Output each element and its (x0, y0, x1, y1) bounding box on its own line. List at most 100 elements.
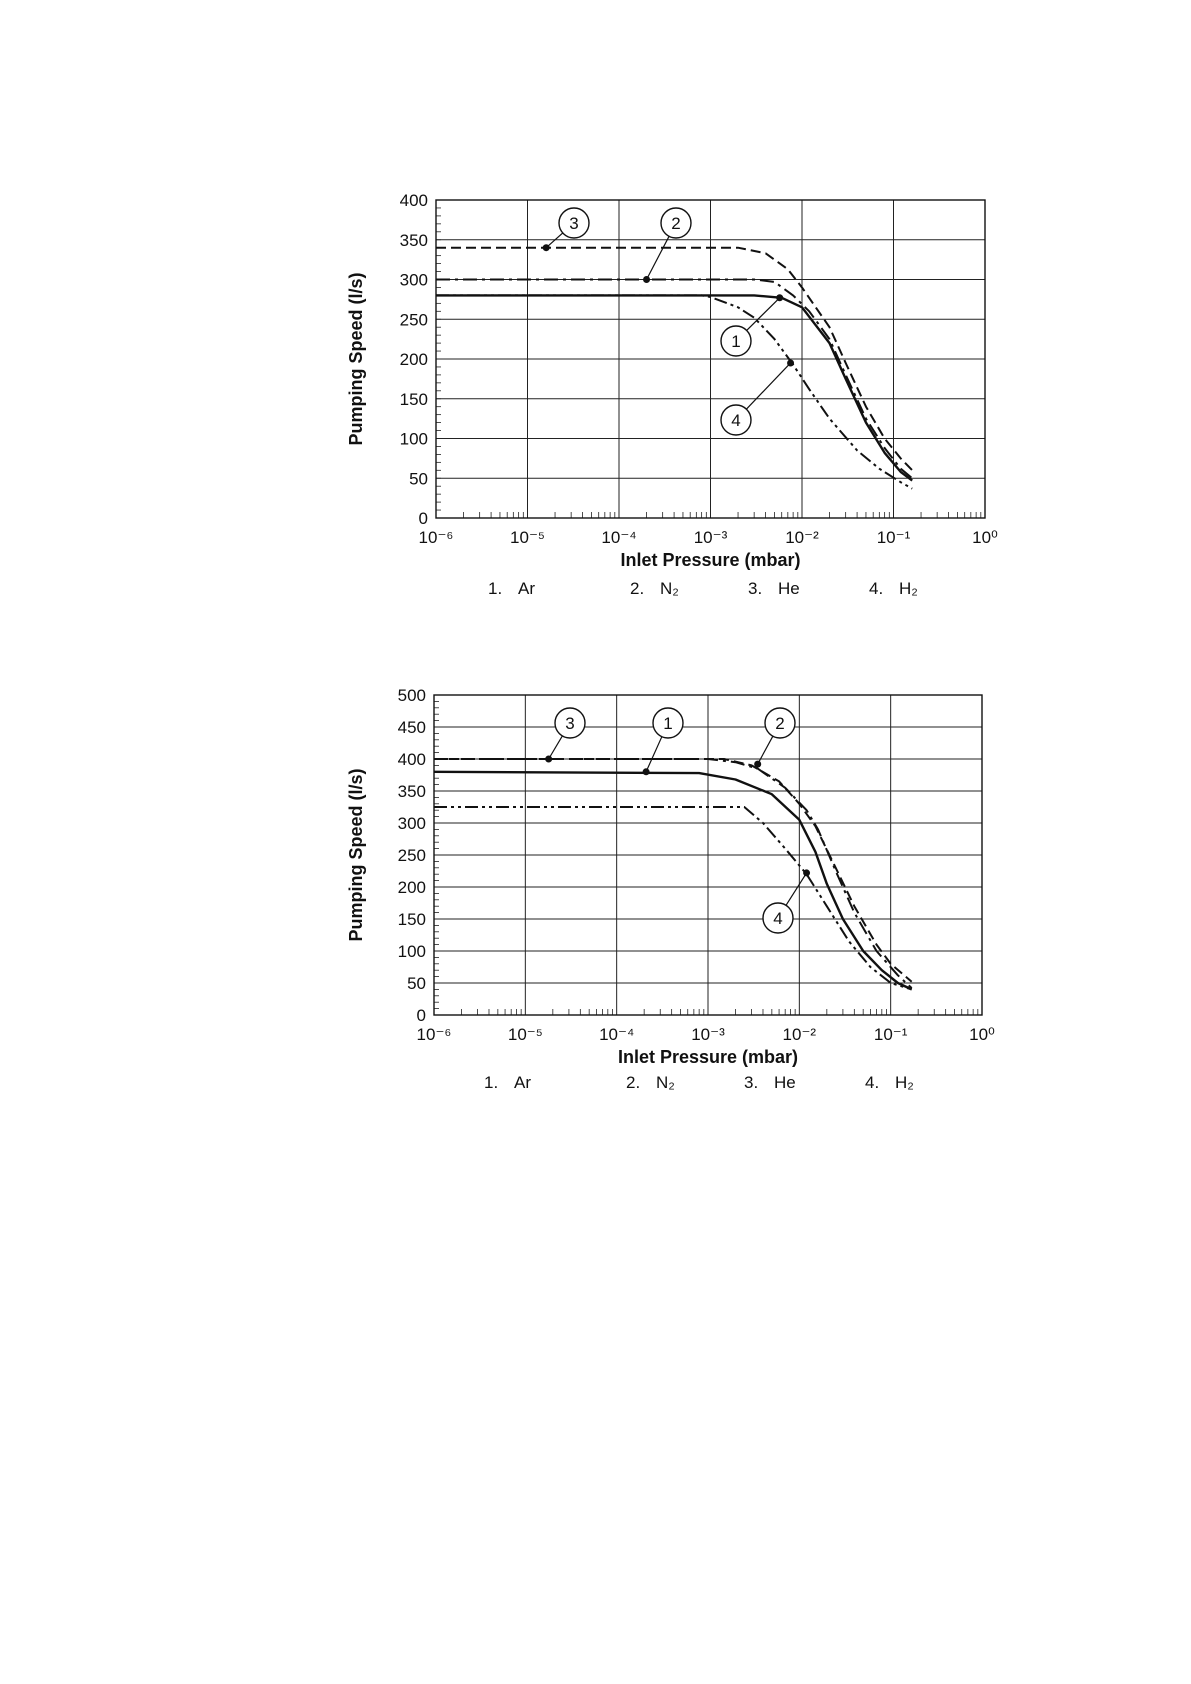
chart-2-x-tick-label: 10⁻⁵ (508, 1025, 543, 1044)
chart-1-series-3-marker (542, 244, 550, 252)
chart-2-y-tick-label: 250 (398, 846, 426, 865)
chart-2-callout-circle-2 (764, 707, 796, 739)
chart-1-callout-circle-4 (720, 404, 752, 436)
chart-2-legend-name: He (774, 1073, 796, 1092)
chart-1-y-tick-label: 50 (409, 469, 428, 488)
chart-1-y-tick-label: 200 (400, 350, 428, 369)
pumping-speed-chart-1: 0 50 100 150 200 250 300 350 400 10⁻⁶ 10⁻⁵ 10⁻⁴ 10⁻³… (0, 180, 1191, 620)
chart-2-x-tick-label: 10⁻⁶ (417, 1025, 452, 1044)
chart-1-y-axis-label: Pumping Speed (l/s) (346, 272, 366, 445)
chart-1-callout-leader-4 (745, 362, 792, 410)
chart-1-legend-name: He (778, 579, 800, 598)
chart-1-callout-label-1: 1 (731, 332, 740, 351)
chart-2-callout-leader-4 (785, 872, 808, 906)
chart-2-plot: 0 50 100 150 200 250 300 350 400 450 500 10⁻⁶ 10⁻⁵ 10… (346, 686, 995, 1092)
chart-2-y-tick-label: 450 (398, 718, 426, 737)
chart-1-y-tick-label: 250 (400, 310, 428, 329)
chart-2-x-axis-label: Inlet Pressure (mbar) (618, 1047, 798, 1067)
chart-2-x-tick-label: 10⁻¹ (874, 1025, 908, 1044)
chart-1-series-4-line (436, 294, 913, 490)
chart-2-y-tick-label: 200 (398, 878, 426, 897)
chart-1-plot-frame (435, 199, 986, 519)
chart-2-series-2-line (434, 758, 913, 989)
chart-1-callout-circle-2 (660, 207, 692, 239)
chart-2-x-tick-label: 10⁻⁴ (599, 1025, 634, 1044)
chart-1-x-tick-label: 10⁻⁵ (510, 528, 545, 547)
chart-1-legend-name: N₂ (660, 579, 679, 598)
chart-2-y-tick-label: 350 (398, 782, 426, 801)
chart-2-series-2-marker (754, 760, 762, 768)
chart-1-series-2-marker (643, 276, 651, 283)
chart-2-callout-leader-3 (548, 735, 563, 760)
chart-2-y-tick-label: 100 (398, 942, 426, 961)
chart-2-callout-leader-2 (757, 735, 774, 765)
chart-2-legend-number: 1. (484, 1073, 498, 1092)
chart-1-x-tick-label: 10⁻² (785, 528, 819, 547)
chart-1-legend-number: 1. (488, 579, 502, 598)
chart-1-y-tick-label: 0 (419, 509, 428, 528)
chart-1-callout-leader-1 (746, 297, 781, 331)
chart-1-callout-leader-3 (545, 232, 564, 249)
chart-1-x-tick-label: 10⁻³ (694, 528, 728, 547)
chart-1-x-axis-label: Inlet Pressure (mbar) (620, 550, 800, 570)
chart-2-callout-circle-1 (652, 707, 684, 739)
chart-2-y-axis-label: Pumping Speed (l/s) (346, 768, 366, 941)
chart-1-y-tick-label: 100 (400, 430, 428, 449)
chart-1-plot: 0 50 100 150 200 250 300 350 400 10⁻⁶ 10⁻⁵ 10⁻⁴ 10⁻³… (346, 191, 998, 598)
chart-2-y-tick-label: 0 (417, 1006, 426, 1025)
chart-2-series-3-line (434, 758, 913, 983)
chart-2-x-tick-label: 10⁻² (783, 1025, 817, 1044)
chart-2-legend-name: N₂ (656, 1073, 675, 1092)
chart-1-x-tick-label: 10⁻⁴ (601, 528, 636, 547)
chart-1-series-2-line (436, 278, 913, 480)
chart-1-y-tick-label: 150 (400, 390, 428, 409)
chart-2-series-1-line (433, 770, 913, 991)
chart-2-callout-label-3: 3 (565, 714, 574, 733)
chart-2-x-tick-label: 10⁰ (969, 1025, 995, 1044)
chart-2-x-tick-label: 10⁻³ (691, 1025, 725, 1044)
chart-1-series-1-line (436, 294, 913, 482)
chart-1-x-tick-label: 10⁻¹ (877, 528, 911, 547)
pumping-speed-chart-2: 0 50 100 150 200 250 300 350 400 450 500 10⁻⁶ 10⁻⁵ 10… (0, 670, 1191, 1110)
chart-2-callout-label-4: 4 (773, 909, 782, 928)
chart-2-y-tick-label: 500 (398, 686, 426, 705)
chart-2-y-tick-label: 400 (398, 750, 426, 769)
chart-2-callout-label-1: 1 (663, 714, 672, 733)
chart-2-y-tick-label: 300 (398, 814, 426, 833)
chart-1-x-tick-label: 10⁰ (972, 528, 998, 547)
chart-2-plot-frame (433, 694, 983, 1016)
chart-2-legend-name: H₂ (895, 1073, 914, 1092)
chart-2-legend-number: 4. (865, 1073, 879, 1092)
chart-1-callout-label-2: 2 (671, 214, 680, 233)
chart-1-y-tick-label: 400 (400, 191, 428, 210)
chart-1-series-1-marker (776, 294, 784, 302)
chart-2-callout-circle-4 (762, 902, 794, 934)
chart-1-legend-name: Ar (518, 579, 535, 598)
chart-1-callout-leader-2 (646, 236, 670, 280)
chart-2-grid (433, 694, 983, 1016)
chart-1-series-3-line (436, 246, 916, 474)
chart-1-callout-circle-3 (558, 207, 590, 239)
chart-1-legend-name: H₂ (899, 579, 918, 598)
chart-1-y-tick-label: 350 (400, 231, 428, 250)
chart-1-series-4-marker (787, 359, 795, 367)
chart-1-callout-label-4: 4 (731, 411, 740, 430)
chart-2-callout-label-2: 2 (775, 714, 784, 733)
chart-2-series-1-marker (642, 768, 650, 776)
chart-2-y-tick-label: 150 (398, 910, 426, 929)
chart-2-series-4-line (434, 806, 912, 991)
chart-1-legend-number: 3. (748, 579, 762, 598)
chart-2-series-3-marker (545, 755, 553, 763)
chart-2-legend-name: Ar (514, 1073, 531, 1092)
chart-2-series-4-marker (803, 869, 811, 877)
chart-1-x-tick-label: 10⁻⁶ (419, 528, 454, 547)
chart-1-callout-circle-1 (720, 325, 752, 357)
chart-2-legend-number: 2. (626, 1073, 640, 1092)
chart-1-legend-number: 2. (630, 579, 644, 598)
chart-2-legend-number: 3. (744, 1073, 758, 1092)
chart-2-y-tick-label: 50 (407, 974, 426, 993)
chart-2-callout-leader-1 (645, 736, 663, 773)
chart-2-callout-circle-3 (554, 707, 586, 739)
chart-1-legend-number: 4. (869, 579, 883, 598)
chart-1-y-tick-label: 300 (400, 271, 428, 290)
